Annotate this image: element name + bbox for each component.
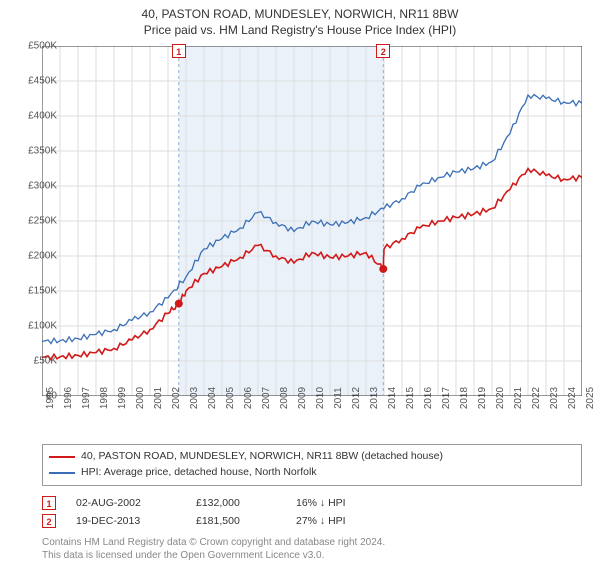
legend-box: 40, PASTON ROAD, MUNDESLEY, NORWICH, NR1… [42, 444, 582, 486]
legend-and-footer: 40, PASTON ROAD, MUNDESLEY, NORWICH, NR1… [42, 444, 582, 562]
x-tick-label: 2008 [279, 387, 290, 409]
y-tick-label: £450K [28, 76, 57, 87]
x-tick-label: 2007 [261, 387, 272, 409]
legend-label: HPI: Average price, detached house, Nort… [81, 465, 317, 481]
x-tick-label: 2015 [405, 387, 416, 409]
y-tick-label: £300K [28, 181, 57, 192]
x-tick-label: 1998 [99, 387, 110, 409]
y-tick-label: £50K [34, 356, 57, 367]
x-tick-label: 1996 [63, 387, 74, 409]
x-tick-label: 2022 [531, 387, 542, 409]
tx-marker-icon: 2 [42, 514, 56, 528]
footnote-line: Contains HM Land Registry data © Crown c… [42, 536, 582, 549]
x-tick-label: 2019 [477, 387, 488, 409]
tx-price: £181,500 [196, 515, 276, 527]
legend-item: 40, PASTON ROAD, MUNDESLEY, NORWICH, NR1… [49, 449, 575, 465]
y-tick-label: £200K [28, 251, 57, 262]
table-row: 2 19-DEC-2013 £181,500 27% ↓ HPI [42, 512, 582, 530]
x-tick-label: 2002 [171, 387, 182, 409]
plot-area [42, 46, 582, 396]
table-row: 1 02-AUG-2002 £132,000 16% ↓ HPI [42, 494, 582, 512]
x-tick-label: 1997 [81, 387, 92, 409]
x-tick-label: 2003 [189, 387, 200, 409]
x-tick-label: 2025 [585, 387, 596, 409]
x-tick-label: 2017 [441, 387, 452, 409]
x-tick-label: 2024 [567, 387, 578, 409]
x-tick-label: 2006 [243, 387, 254, 409]
x-tick-label: 1999 [117, 387, 128, 409]
x-tick-label: 2014 [387, 387, 398, 409]
x-tick-label: 2021 [513, 387, 524, 409]
footnote: Contains HM Land Registry data © Crown c… [42, 536, 582, 562]
legend-label: 40, PASTON ROAD, MUNDESLEY, NORWICH, NR1… [81, 449, 443, 465]
x-tick-label: 2000 [135, 387, 146, 409]
x-tick-label: 2018 [459, 387, 470, 409]
title-subtitle: Price paid vs. HM Land Registry's House … [0, 22, 600, 38]
transaction-table: 1 02-AUG-2002 £132,000 16% ↓ HPI 2 19-DE… [42, 494, 582, 530]
x-tick-label: 2016 [423, 387, 434, 409]
legend-swatch [49, 456, 75, 458]
tx-hpi-diff: 16% ↓ HPI [296, 497, 386, 509]
legend-item: HPI: Average price, detached house, Nort… [49, 465, 575, 481]
tx-price: £132,000 [196, 497, 276, 509]
y-tick-label: £500K [28, 41, 57, 52]
x-tick-label: 2004 [207, 387, 218, 409]
tx-date: 02-AUG-2002 [76, 497, 176, 509]
chart-marker-flag: 2 [376, 44, 390, 58]
x-tick-label: 2023 [549, 387, 560, 409]
x-tick-label: 2005 [225, 387, 236, 409]
x-tick-label: 2001 [153, 387, 164, 409]
tx-hpi-diff: 27% ↓ HPI [296, 515, 386, 527]
x-tick-label: 2010 [315, 387, 326, 409]
y-tick-label: £400K [28, 111, 57, 122]
chart-svg [42, 46, 582, 396]
chart-title: 40, PASTON ROAD, MUNDESLEY, NORWICH, NR1… [0, 0, 600, 38]
title-address: 40, PASTON ROAD, MUNDESLEY, NORWICH, NR1… [0, 6, 600, 22]
y-tick-label: £250K [28, 216, 57, 227]
y-tick-label: £100K [28, 321, 57, 332]
x-tick-label: 2020 [495, 387, 506, 409]
legend-swatch [49, 472, 75, 474]
x-tick-label: 1995 [45, 387, 56, 409]
y-tick-label: £350K [28, 146, 57, 157]
tx-marker-icon: 1 [42, 496, 56, 510]
y-tick-label: £150K [28, 286, 57, 297]
tx-date: 19-DEC-2013 [76, 515, 176, 527]
x-tick-label: 2012 [351, 387, 362, 409]
x-tick-label: 2011 [333, 387, 344, 409]
chart-container: 40, PASTON ROAD, MUNDESLEY, NORWICH, NR1… [0, 0, 600, 560]
x-tick-label: 2009 [297, 387, 308, 409]
chart-marker-flag: 1 [172, 44, 186, 58]
x-tick-label: 2013 [369, 387, 380, 409]
